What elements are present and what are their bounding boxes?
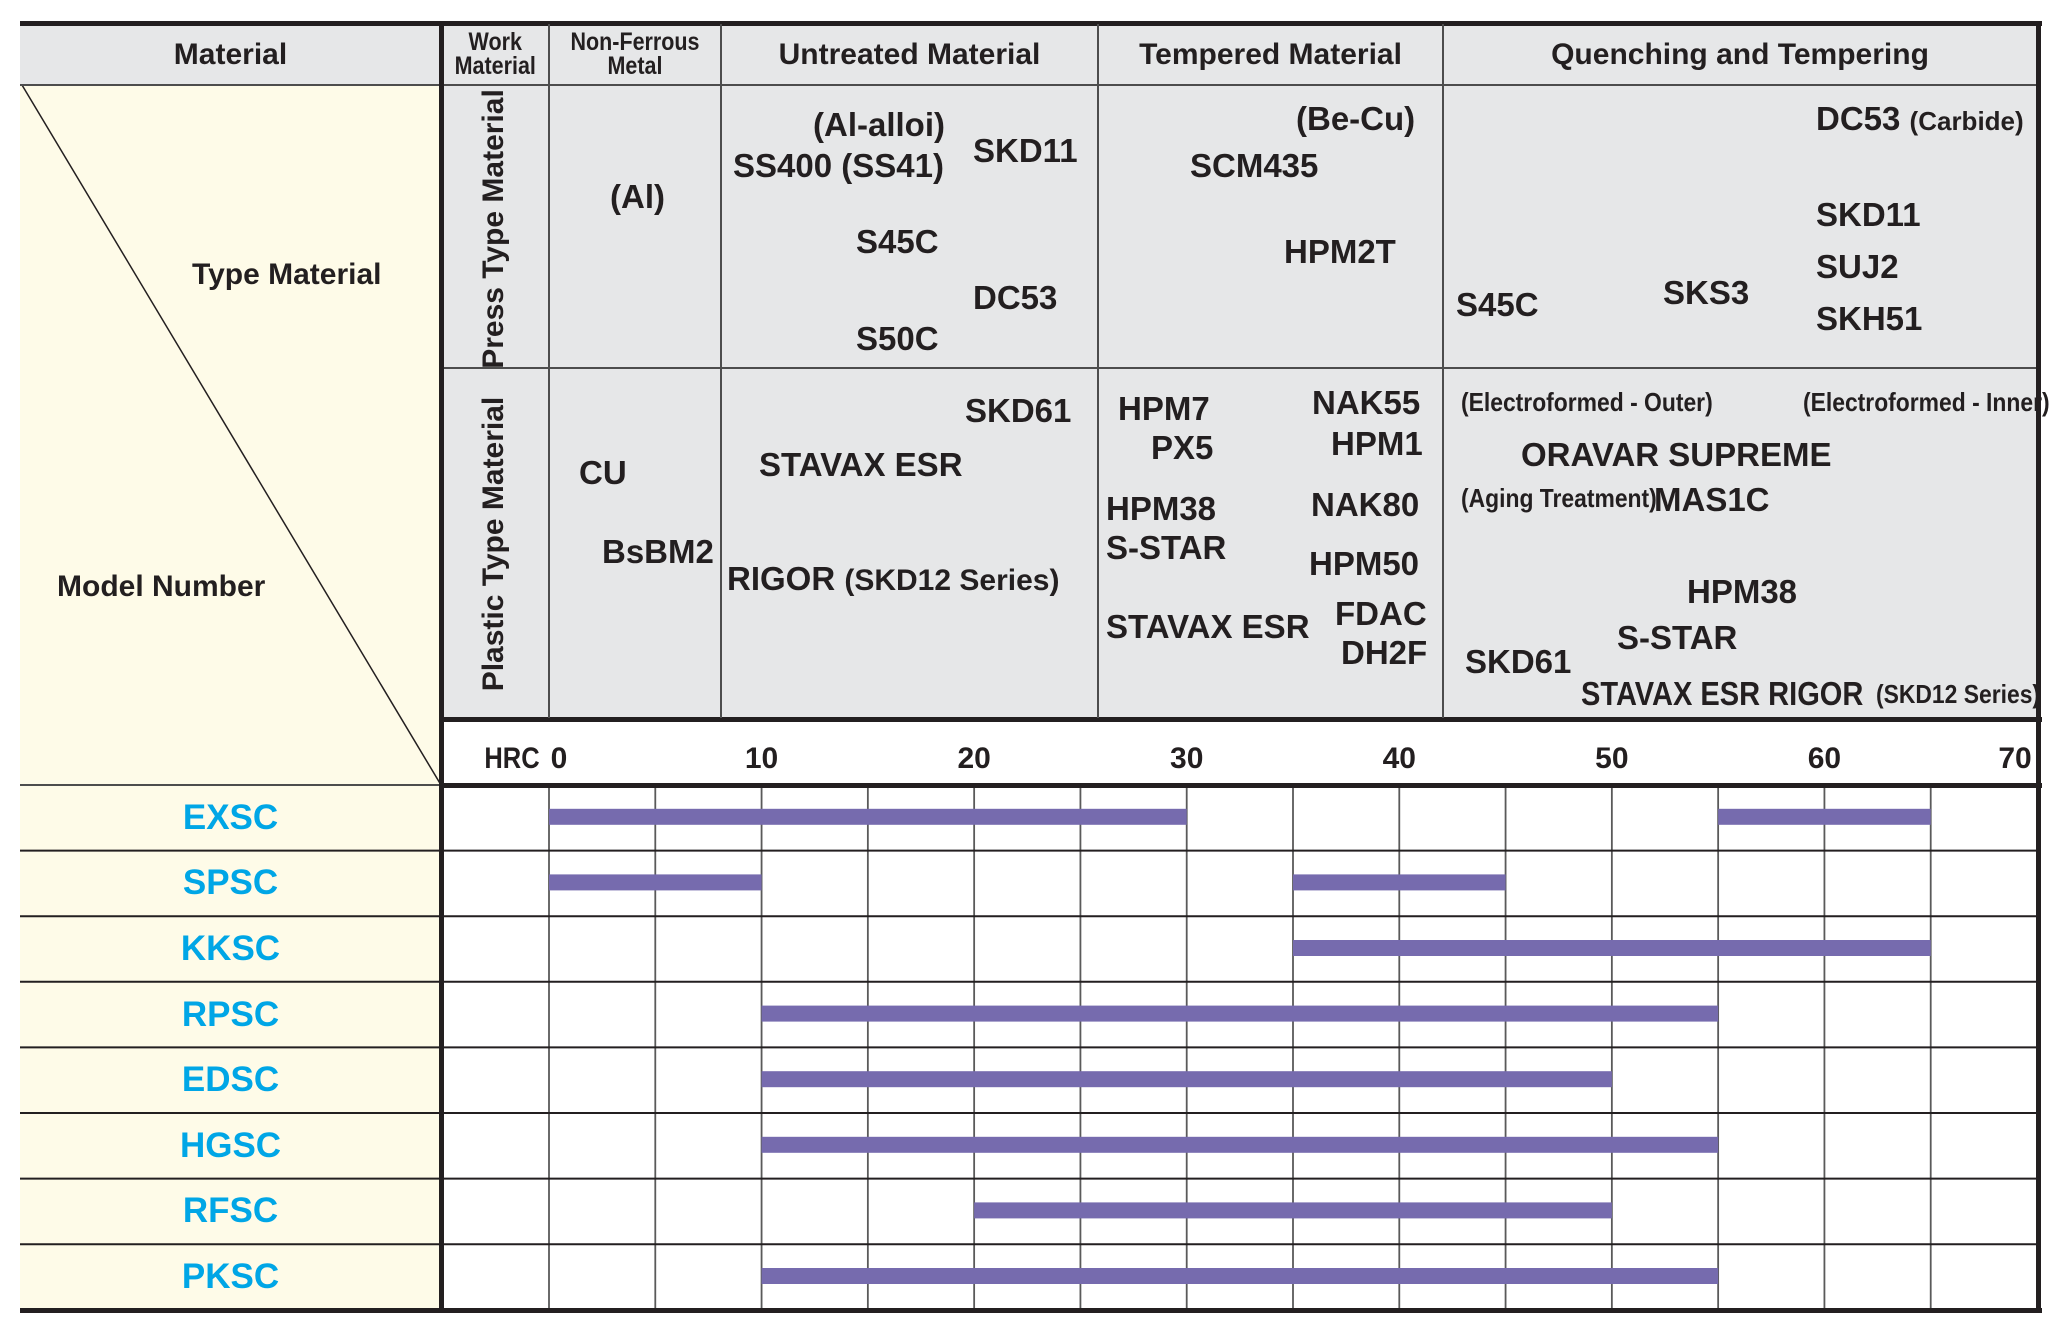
press-quench-sks3: SKS3 bbox=[1663, 274, 1750, 311]
plastic-tempered-nak55: NAK55 bbox=[1312, 384, 1421, 421]
plastic-untreated-stavax: STAVAX ESR bbox=[759, 446, 963, 483]
plastic-nonferrous-bsbm2: BsBM2 bbox=[602, 533, 714, 570]
bar-rfsc bbox=[974, 1202, 1612, 1219]
bar-edsc bbox=[761, 1071, 1612, 1088]
plastic-quench-oravar: ORAVAR SUPREME bbox=[1521, 436, 1832, 473]
bar-hgsc bbox=[761, 1136, 1719, 1153]
model-label-exsc: EXSC bbox=[182, 797, 279, 837]
corner-bottom-line bbox=[20, 784, 441, 786]
x-tick-label: 30 bbox=[1170, 742, 1204, 775]
plastic-tempered-hpm50: HPM50 bbox=[1309, 545, 1420, 582]
bar-rpsc bbox=[761, 1005, 1719, 1022]
bar-kksc bbox=[1293, 940, 1931, 956]
x-tick-label: 0 bbox=[550, 742, 568, 775]
press-tempered-be-cu: (Be-Cu) bbox=[1296, 100, 1416, 137]
bar-spsc bbox=[549, 874, 762, 891]
plastic-tempered-fdac: FDAC bbox=[1335, 595, 1427, 632]
bar-spsc bbox=[1293, 874, 1506, 891]
x-tick-label: 60 bbox=[1807, 742, 1842, 775]
corner-diagonal bbox=[21, 85, 441, 785]
material-area bbox=[441, 85, 2037, 720]
axis-row bbox=[441, 720, 2037, 785]
press-quench-skd11: SKD11 bbox=[1816, 196, 1921, 233]
bar-exsc bbox=[549, 808, 1187, 825]
axis-bottom-border bbox=[441, 783, 2042, 788]
plastic-tempered-hpm7: HPM7 bbox=[1118, 390, 1210, 427]
x-tick-label: 40 bbox=[1382, 742, 1416, 775]
press-untreated-dc53: DC53 bbox=[973, 279, 1058, 316]
press-tempered-scm435: SCM435 bbox=[1190, 147, 1319, 184]
plastic-quench-skd61: SKD61 bbox=[1465, 643, 1572, 680]
header-row bbox=[20, 24, 2037, 85]
right-border bbox=[2036, 21, 2041, 1313]
plastic-quench-electro-outer: (Electroformed - Outer) bbox=[1461, 387, 1713, 417]
plastic-quench-aging: (Aging Treatment) bbox=[1461, 483, 1657, 513]
press-untreated-ss400: SS400 (SS41) bbox=[733, 147, 944, 184]
model-label-kksc: KKSC bbox=[180, 928, 281, 968]
press-tempered-hpm2t: HPM2T bbox=[1284, 233, 1396, 270]
press-quench-skh51: SKH51 bbox=[1816, 300, 1923, 337]
plastic-untreated-rigor: RIGOR (SKD12 Series) bbox=[727, 560, 1060, 597]
header-non-ferrous: Non-Ferrous Metal bbox=[570, 27, 700, 80]
material-bottom-border bbox=[441, 717, 2042, 722]
x-tick-label: 70 bbox=[1998, 742, 2032, 775]
press-quench-dc53: DC53 (Carbide) bbox=[1816, 100, 2024, 137]
model-label-edsc: EDSC bbox=[181, 1060, 280, 1100]
plastic-quench-stavax-rigor: STAVAX ESR RIGOR bbox=[1581, 675, 1864, 712]
model-label-spsc: SPSC bbox=[182, 863, 279, 903]
header-work-material: Work Material bbox=[454, 27, 536, 80]
plastic-tempered-hpm38: HPM38 bbox=[1106, 490, 1217, 527]
plastic-quench-s-star: S-STAR bbox=[1617, 619, 1738, 656]
model-label-hgsc: HGSC bbox=[179, 1125, 282, 1165]
plastic-untreated-skd61: SKD61 bbox=[965, 392, 1072, 429]
header-quenching: Quenching and Tempering bbox=[1551, 37, 1929, 71]
press-plastic-divider bbox=[441, 367, 2037, 369]
press-untreated-s50c: S50C bbox=[856, 320, 939, 357]
plastic-quench-hpm38: HPM38 bbox=[1687, 573, 1798, 610]
plastic-tempered-nak80: NAK80 bbox=[1311, 486, 1420, 523]
plastic-quench-electro-inner: (Electroformed - Inner) bbox=[1803, 387, 2050, 417]
model-label-pksc: PKSC bbox=[181, 1256, 280, 1296]
col-divider-untreated bbox=[1097, 24, 1099, 718]
model-number-label: Model Number bbox=[57, 570, 266, 603]
plastic-tempered-stavax: STAVAX ESR bbox=[1106, 608, 1310, 645]
plastic-tempered-px5: PX5 bbox=[1151, 429, 1214, 466]
model-label-rpsc: RPSC bbox=[181, 994, 280, 1034]
press-quench-suj2: SUJ2 bbox=[1816, 248, 1899, 285]
x-tick-label: 50 bbox=[1595, 742, 1629, 775]
x-tick-label: 10 bbox=[744, 742, 779, 775]
col-divider-work bbox=[548, 24, 550, 718]
col-divider-nonferrous bbox=[720, 24, 722, 718]
header-tempered: Tempered Material bbox=[1139, 37, 1402, 71]
bar-pksc bbox=[761, 1268, 1719, 1284]
col-divider-tempered bbox=[1442, 24, 1444, 718]
axis-label-hrc: HRC bbox=[484, 742, 540, 775]
model-label-rfsc: RFSC bbox=[182, 1191, 279, 1231]
bar-exsc bbox=[1718, 808, 1931, 825]
plastic-nonferrous-cu: CU bbox=[579, 454, 627, 491]
left-section-border bbox=[439, 21, 444, 1313]
header-divider bbox=[20, 84, 2037, 86]
press-quench-s45c: S45C bbox=[1456, 286, 1539, 323]
plastic-tempered-s-star: S-STAR bbox=[1106, 529, 1227, 566]
plastic-tempered-dh2f: DH2F bbox=[1341, 634, 1428, 671]
plastic-tempered-hpm1: HPM1 bbox=[1331, 425, 1423, 462]
plastic-quench-mas1c: MAS1C bbox=[1654, 481, 1770, 518]
plastic-quench-skd12: (SKD12 Series) bbox=[1876, 679, 2041, 709]
header-material: Material bbox=[173, 37, 288, 71]
press-nonferrous-al: (Al) bbox=[610, 178, 665, 215]
press-untreated-al-alloi: (Al-alloi) bbox=[813, 106, 945, 143]
type-material-label: Type Material bbox=[192, 258, 382, 291]
press-untreated-s45c: S45C bbox=[856, 223, 939, 260]
press-untreated-skd11: SKD11 bbox=[973, 132, 1078, 169]
bottom-border bbox=[20, 1308, 2042, 1313]
top-border bbox=[20, 21, 2042, 26]
x-tick-label: 20 bbox=[957, 742, 991, 775]
header-untreated: Untreated Material bbox=[778, 37, 1041, 71]
